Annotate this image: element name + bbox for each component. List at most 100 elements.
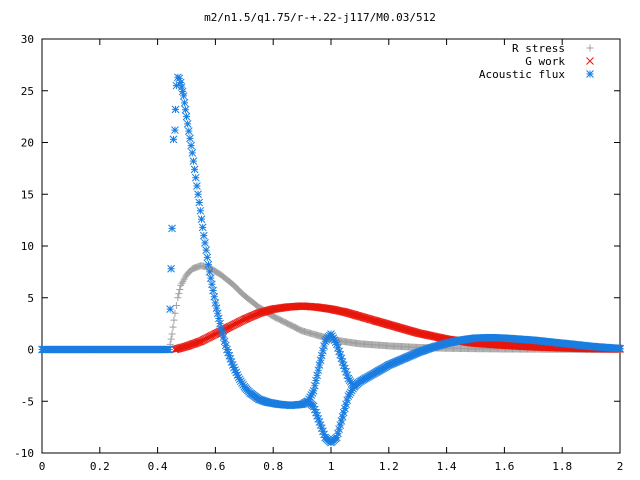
y-tick-label: 10 — [21, 240, 34, 253]
star-marker — [204, 260, 213, 269]
star-marker — [202, 246, 211, 254]
star-marker — [184, 127, 193, 135]
star-marker — [586, 70, 594, 78]
star-marker — [218, 329, 227, 337]
star-marker — [190, 165, 199, 174]
star-marker — [182, 112, 191, 121]
star-marker — [314, 414, 323, 423]
star-marker — [201, 239, 209, 247]
star-marker — [314, 366, 323, 375]
x-tick-label: 1.8 — [552, 460, 572, 473]
star-marker — [221, 341, 230, 350]
star-marker — [341, 364, 349, 373]
x-tick-label: 1.2 — [379, 460, 399, 473]
plus-marker — [175, 290, 183, 298]
chart-title: m2/n1.5/q1.75/r-+.22-j117/M0.03/512 — [204, 11, 436, 24]
star-marker — [339, 361, 348, 370]
star-marker — [341, 404, 349, 413]
star-marker — [309, 387, 318, 395]
star-marker — [335, 347, 343, 356]
star-marker — [195, 198, 204, 207]
y-tick-label: 0 — [27, 344, 34, 357]
star-marker — [316, 356, 325, 365]
plus-marker — [171, 309, 179, 317]
y-tick-label: 30 — [21, 33, 34, 46]
star-marker — [206, 274, 215, 282]
plus-marker — [174, 294, 182, 302]
star-marker — [306, 393, 315, 401]
x-tick-label: 1 — [328, 460, 335, 473]
star-marker — [328, 332, 337, 340]
star-marker — [334, 343, 342, 352]
x-tick-label: 0.2 — [90, 460, 110, 473]
cross-marker — [586, 57, 594, 65]
star-marker — [316, 421, 325, 429]
star-marker — [233, 371, 242, 379]
star-marker — [337, 354, 346, 363]
y-tick-label: 15 — [21, 188, 34, 201]
star-marker — [196, 206, 205, 215]
series-acoustic-flux — [38, 73, 624, 447]
star-marker — [327, 330, 335, 338]
star-marker — [191, 173, 200, 182]
star-marker — [193, 182, 201, 190]
star-marker — [169, 135, 178, 144]
star-marker — [171, 126, 179, 134]
star-marker — [336, 421, 345, 429]
star-marker — [309, 402, 318, 411]
star-marker — [225, 351, 234, 360]
star-marker — [183, 120, 192, 128]
y-tick-label: -5 — [21, 395, 34, 408]
star-marker — [179, 92, 188, 100]
star-marker — [213, 309, 222, 318]
star-marker — [231, 366, 239, 374]
star-marker — [313, 411, 321, 420]
star-marker — [312, 408, 320, 417]
star-marker — [332, 433, 341, 442]
plus-marker — [168, 330, 176, 338]
star-marker — [307, 391, 316, 399]
star-marker — [317, 351, 326, 360]
star-marker — [165, 345, 174, 354]
star-marker — [343, 396, 352, 405]
y-tick-label: 20 — [21, 137, 34, 150]
star-marker — [187, 141, 195, 150]
star-marker — [180, 98, 189, 107]
star-marker — [171, 105, 180, 114]
star-marker — [199, 231, 208, 240]
star-marker — [334, 429, 342, 438]
legend-label: R stress — [512, 42, 565, 55]
star-marker — [167, 264, 175, 273]
series-layer — [38, 73, 624, 447]
star-marker — [211, 299, 220, 307]
star-marker — [319, 346, 327, 355]
x-tick-label: 0.4 — [148, 460, 168, 473]
star-marker — [332, 340, 341, 349]
plus-marker — [170, 316, 178, 324]
y-tick-label: -10 — [14, 447, 34, 460]
star-marker — [216, 319, 224, 328]
star-marker — [227, 358, 236, 366]
plus-marker — [169, 323, 177, 331]
star-marker — [189, 157, 198, 165]
star-marker — [335, 425, 343, 434]
star-marker — [350, 382, 358, 391]
star-marker — [337, 417, 346, 425]
star-marker — [342, 368, 350, 376]
plus-marker — [172, 302, 180, 310]
star-marker — [176, 78, 185, 87]
star-marker — [166, 305, 174, 313]
star-marker — [177, 83, 186, 91]
x-tick-label: 1.6 — [494, 460, 514, 473]
y-tick-label: 25 — [21, 85, 34, 98]
star-marker — [343, 371, 352, 380]
star-marker — [168, 224, 176, 233]
x-tick-label: 2 — [617, 460, 624, 473]
plus-marker — [176, 285, 184, 293]
star-marker — [217, 324, 226, 333]
star-marker — [320, 430, 328, 439]
star-marker — [186, 134, 194, 143]
star-marker — [224, 348, 232, 357]
x-tick-label: 0.6 — [205, 460, 225, 473]
star-marker — [197, 215, 206, 223]
